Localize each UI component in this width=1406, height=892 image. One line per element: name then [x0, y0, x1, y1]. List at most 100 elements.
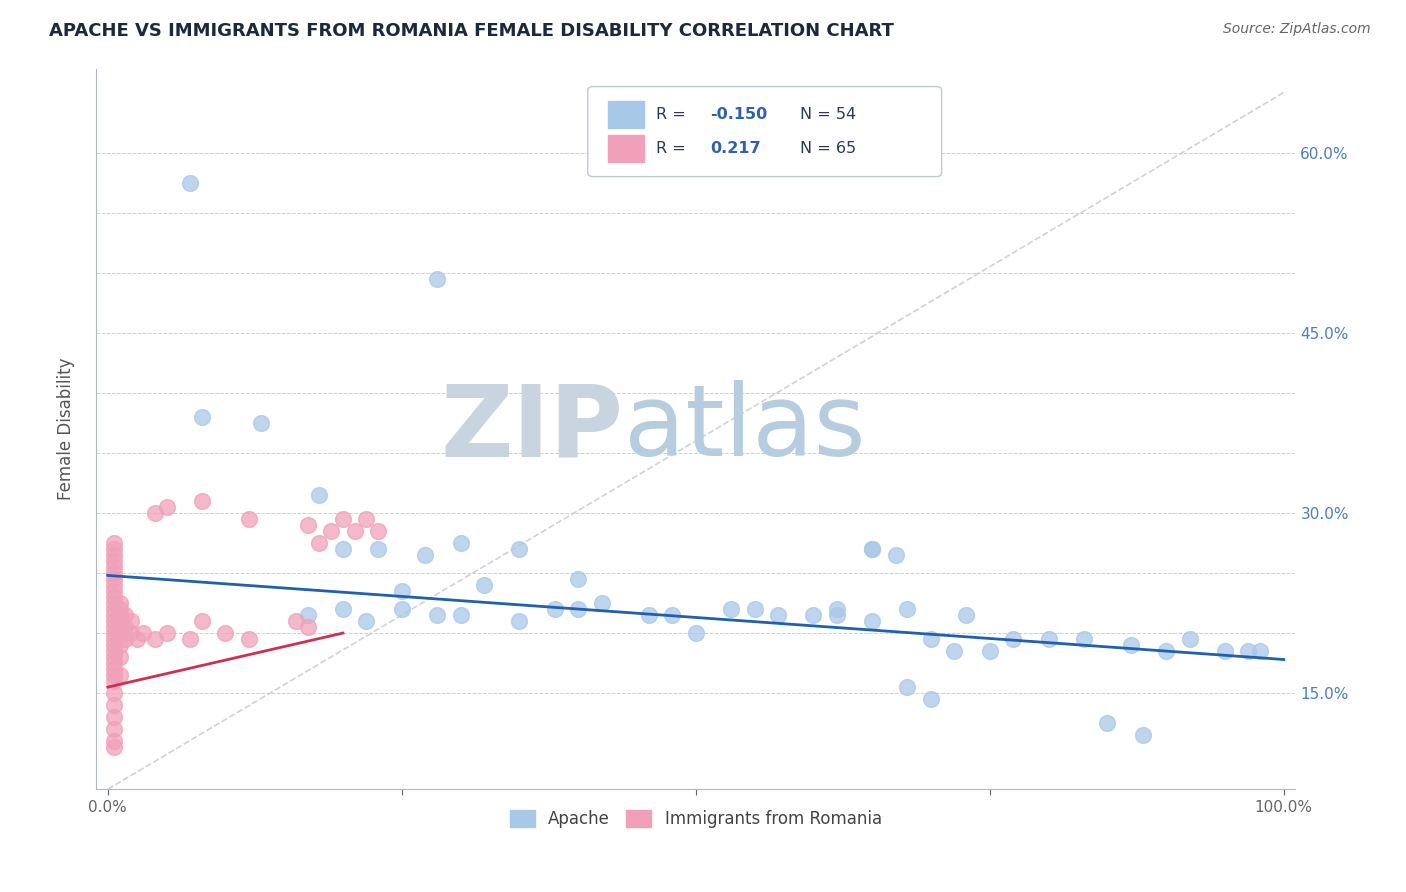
Point — [103, 614, 125, 628]
Point — [744, 602, 766, 616]
Point — [321, 524, 343, 538]
Point — [103, 632, 125, 646]
Text: R =: R = — [657, 141, 690, 156]
Point — [391, 602, 413, 616]
Point — [367, 524, 389, 538]
FancyBboxPatch shape — [588, 87, 942, 177]
Point — [920, 692, 942, 706]
Point — [720, 602, 742, 616]
Point — [103, 572, 125, 586]
Point — [108, 650, 131, 665]
Point — [108, 608, 131, 623]
Point — [1132, 728, 1154, 742]
Point — [426, 271, 449, 285]
Point — [332, 602, 354, 616]
Bar — [609, 135, 644, 162]
Point — [103, 710, 125, 724]
Point — [426, 608, 449, 623]
Point — [920, 632, 942, 646]
Point — [103, 734, 125, 748]
Point — [825, 608, 848, 623]
Point — [450, 536, 472, 550]
Point — [103, 584, 125, 599]
Point — [108, 668, 131, 682]
Text: N = 54: N = 54 — [800, 107, 856, 122]
Point — [103, 698, 125, 713]
Point — [637, 608, 659, 623]
Point — [391, 584, 413, 599]
Point — [249, 416, 271, 430]
Point — [860, 541, 883, 556]
Point — [108, 638, 131, 652]
Point — [356, 512, 378, 526]
Point — [238, 512, 260, 526]
Point — [103, 722, 125, 736]
Point — [297, 620, 319, 634]
Point — [103, 644, 125, 658]
Point — [308, 488, 330, 502]
Point — [103, 626, 125, 640]
Point — [860, 541, 883, 556]
Point — [508, 541, 530, 556]
Point — [103, 602, 125, 616]
Point — [155, 626, 177, 640]
Point — [567, 602, 589, 616]
Point — [191, 409, 214, 424]
Point — [108, 614, 131, 628]
Text: 0.217: 0.217 — [710, 141, 761, 156]
Point — [979, 644, 1001, 658]
Point — [103, 674, 125, 689]
Point — [356, 614, 378, 628]
Text: -0.150: -0.150 — [710, 107, 768, 122]
Point — [103, 608, 125, 623]
Point — [108, 620, 131, 634]
Point — [114, 632, 136, 646]
Point — [801, 608, 824, 623]
Point — [297, 518, 319, 533]
Point — [825, 602, 848, 616]
Point — [103, 578, 125, 592]
Point — [103, 566, 125, 580]
Text: atlas: atlas — [624, 380, 866, 477]
Point — [155, 500, 177, 514]
Point — [103, 656, 125, 670]
Point — [132, 626, 155, 640]
Point — [1178, 632, 1201, 646]
Point — [591, 596, 613, 610]
Point — [1154, 644, 1177, 658]
Y-axis label: Female Disability: Female Disability — [58, 358, 75, 500]
Point — [943, 644, 966, 658]
Point — [103, 560, 125, 574]
Point — [103, 662, 125, 676]
Point — [308, 536, 330, 550]
Point — [179, 632, 201, 646]
Point — [284, 614, 307, 628]
Point — [343, 524, 366, 538]
Point — [1119, 638, 1142, 652]
Point — [103, 596, 125, 610]
Point — [1213, 644, 1236, 658]
Point — [143, 506, 166, 520]
Point — [191, 614, 214, 628]
Point — [472, 578, 495, 592]
Point — [108, 602, 131, 616]
Point — [108, 596, 131, 610]
Text: R =: R = — [657, 107, 690, 122]
Point — [1073, 632, 1095, 646]
Point — [450, 608, 472, 623]
Point — [766, 608, 789, 623]
Point — [508, 614, 530, 628]
Point — [332, 541, 354, 556]
Point — [179, 176, 201, 190]
Point — [413, 548, 436, 562]
Text: Source: ZipAtlas.com: Source: ZipAtlas.com — [1223, 22, 1371, 37]
Text: APACHE VS IMMIGRANTS FROM ROMANIA FEMALE DISABILITY CORRELATION CHART: APACHE VS IMMIGRANTS FROM ROMANIA FEMALE… — [49, 22, 894, 40]
Point — [103, 638, 125, 652]
Point — [103, 590, 125, 604]
Point — [685, 626, 707, 640]
Point — [543, 602, 565, 616]
Point — [332, 512, 354, 526]
Point — [143, 632, 166, 646]
Point — [120, 626, 142, 640]
Point — [1237, 644, 1260, 658]
